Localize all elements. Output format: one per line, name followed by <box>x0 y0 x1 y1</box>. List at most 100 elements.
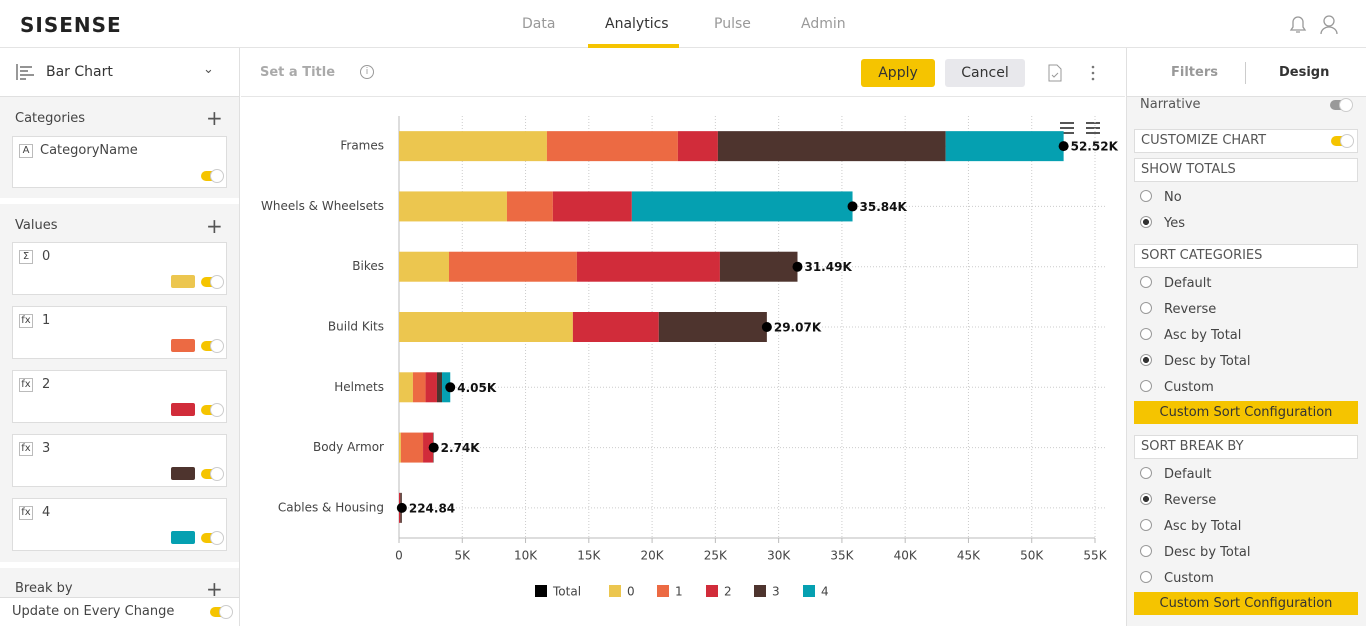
total-label: 29.07K <box>774 321 822 335</box>
toggle[interactable] <box>201 531 224 545</box>
bar-segment <box>423 432 434 463</box>
x-tick-label: 40K <box>894 549 918 563</box>
legend-label: 4 <box>821 585 829 599</box>
toggle[interactable] <box>201 169 224 183</box>
toggle[interactable] <box>201 275 224 289</box>
field-name: 0 <box>42 249 51 264</box>
x-tick-label: 50K <box>1020 549 1044 563</box>
divider <box>0 198 239 204</box>
bar-segment <box>399 432 401 463</box>
value-item[interactable]: fx 2 <box>12 370 227 423</box>
title-input[interactable]: Set a Title <box>260 65 336 80</box>
value-item[interactable]: fx 3 <box>12 434 227 487</box>
bar-segment <box>945 131 1064 162</box>
total-point <box>792 261 803 272</box>
section-header: SORT BREAK BY <box>1134 435 1358 459</box>
tab-divider <box>1245 62 1246 84</box>
add-button[interactable]: + <box>206 577 223 601</box>
bar-segment <box>399 372 413 403</box>
field-icon: A <box>19 144 33 158</box>
toggle[interactable] <box>1331 134 1354 148</box>
tab[interactable]: Design <box>1279 65 1330 80</box>
field-name: 1 <box>42 313 51 328</box>
category-item[interactable]: A CategoryName <box>12 136 227 188</box>
bar-segment <box>399 131 547 162</box>
bar-segment <box>658 312 767 342</box>
nav-item[interactable]: Admin <box>801 16 846 32</box>
divider <box>0 562 239 568</box>
add-button[interactable]: + <box>206 106 223 130</box>
bar-segment <box>448 251 577 282</box>
section-title: Break by <box>15 581 73 596</box>
total-label: 52.52K <box>1071 140 1119 154</box>
legend-label: 1 <box>675 585 683 599</box>
tab[interactable]: Filters <box>1171 65 1218 80</box>
color-swatch[interactable] <box>171 339 195 352</box>
add-button[interactable]: + <box>206 214 223 238</box>
radio[interactable]: Yes <box>1140 216 1185 231</box>
header-icons[interactable] <box>1288 15 1348 35</box>
total-point <box>1058 141 1069 152</box>
radio[interactable]: Custom <box>1140 380 1214 395</box>
color-swatch[interactable] <box>171 467 195 480</box>
nav-item[interactable]: Data <box>522 16 556 32</box>
total-label: 31.49K <box>804 260 852 274</box>
logo[interactable]: SISENSE <box>20 13 122 37</box>
toggle[interactable] <box>201 339 224 353</box>
narrative-label: Narrative <box>1140 97 1201 112</box>
total-label: 224.84 <box>409 501 455 515</box>
y-tick-label: Cables & Housing <box>278 500 384 514</box>
radio[interactable]: Asc by Total <box>1140 519 1241 534</box>
bar-segment <box>436 372 443 403</box>
field-icon: fx <box>19 314 33 328</box>
custom-sort-button[interactable]: Custom Sort Configuration <box>1134 592 1358 615</box>
x-tick-label: 5K <box>455 549 472 563</box>
nav-indicator <box>588 44 679 48</box>
section-header: CUSTOMIZE CHART <box>1134 129 1358 153</box>
x-tick-label: 25K <box>704 549 728 563</box>
radio[interactable]: Reverse <box>1140 302 1216 317</box>
value-item[interactable]: fx 1 <box>12 306 227 359</box>
toggle[interactable] <box>1330 98 1353 112</box>
custom-sort-button[interactable]: Custom Sort Configuration <box>1134 401 1358 424</box>
update-row: Update on Every Change <box>0 597 239 626</box>
radio[interactable]: Desc by Total <box>1140 354 1251 369</box>
legend-label: 2 <box>724 585 732 599</box>
toggle[interactable] <box>201 467 224 481</box>
value-item[interactable]: fx 4 <box>12 498 227 551</box>
nav-item[interactable]: Analytics <box>605 16 669 32</box>
cancel-button[interactable]: Cancel <box>945 59 1025 87</box>
toolbar-icons[interactable] <box>1047 64 1097 82</box>
info-icon[interactable]: i <box>360 65 374 79</box>
radio[interactable]: Desc by Total <box>1140 545 1251 560</box>
color-swatch[interactable] <box>171 531 195 544</box>
legend-marker <box>706 585 718 597</box>
radio[interactable]: No <box>1140 190 1182 205</box>
radio[interactable]: Default <box>1140 467 1212 482</box>
field-name: 4 <box>42 505 51 520</box>
toggle[interactable] <box>201 403 224 417</box>
total-label: 35.84K <box>860 200 908 214</box>
color-swatch[interactable] <box>171 275 195 288</box>
legend-label: 0 <box>627 585 635 599</box>
chart-type-icon <box>16 64 34 80</box>
x-tick-label: 20K <box>641 549 665 563</box>
section-title: CUSTOMIZE CHART <box>1141 133 1267 148</box>
chart-type-row[interactable]: Bar Chart ⌄ <box>0 48 240 97</box>
header: SISENSE Data Analytics Pulse Admin <box>0 0 1366 48</box>
radio[interactable]: Reverse <box>1140 493 1216 508</box>
legend-marker <box>754 585 766 597</box>
x-tick-label: 0 <box>395 549 403 563</box>
nav-item[interactable]: Pulse <box>714 16 751 32</box>
bar-segment <box>546 131 678 162</box>
section-header: SHOW TOTALS <box>1134 158 1358 182</box>
radio[interactable]: Default <box>1140 276 1212 291</box>
apply-button[interactable]: Apply <box>861 59 935 87</box>
field-name: 2 <box>42 377 51 392</box>
chart-menu-icons[interactable] <box>1060 122 1100 134</box>
radio[interactable]: Custom <box>1140 571 1214 586</box>
toggle[interactable] <box>210 605 233 619</box>
radio[interactable]: Asc by Total <box>1140 328 1241 343</box>
color-swatch[interactable] <box>171 403 195 416</box>
